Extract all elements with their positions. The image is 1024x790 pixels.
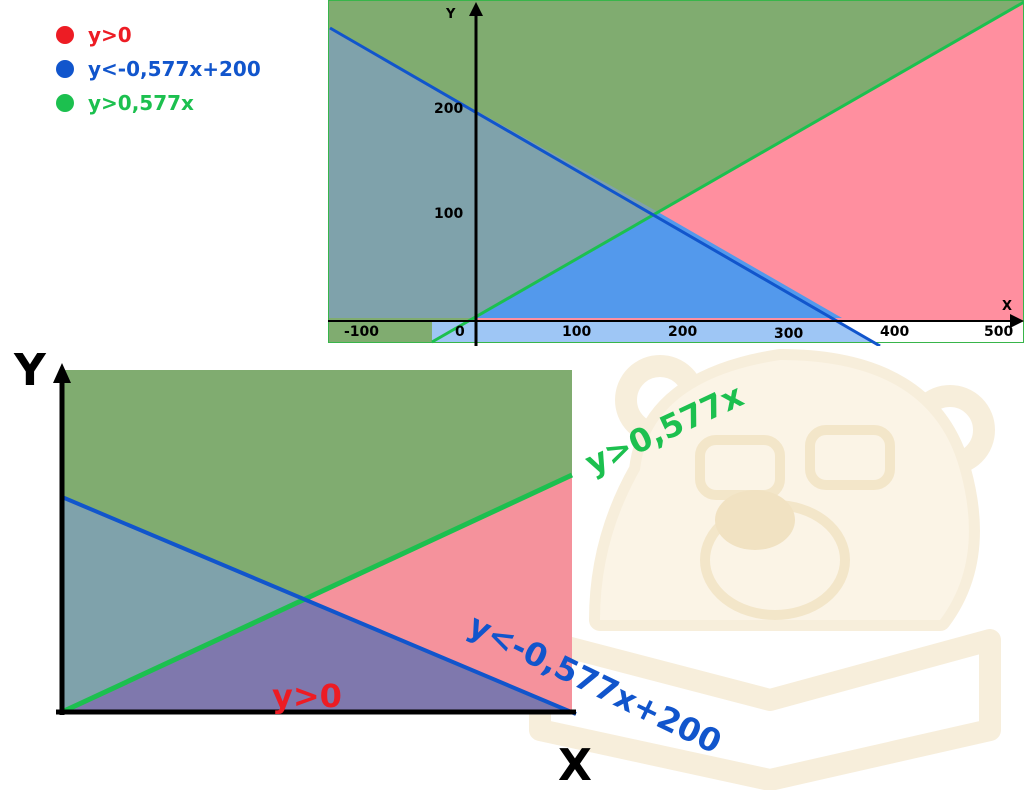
blue-region: [476, 212, 842, 318]
legend-label-green: y>0,577x: [88, 91, 194, 115]
blue-line: [61, 495, 577, 716]
strip-green: [328, 322, 432, 342]
label-red: y>0: [272, 677, 342, 715]
x-tick-100: 100: [562, 324, 591, 340]
x-tick-0: 0: [455, 324, 465, 340]
x-tick--100: -100: [344, 324, 379, 340]
top-x-axis-label: X: [1002, 299, 1012, 314]
legend-item-blue: y<-0,577x+200: [56, 52, 261, 86]
purple-region: [62, 600, 572, 712]
bottom-x-axis-label: X: [558, 740, 592, 790]
red-dot-icon: [56, 26, 74, 44]
x-tick-200: 200: [668, 324, 697, 340]
x-axis-arrow-icon: [1010, 314, 1024, 328]
x-tick-300: 300: [774, 326, 803, 342]
y-axis-arrow-icon: [469, 2, 483, 16]
bottom-chart: Y X y>0 y>0,577x y<-0,577x+200: [13, 345, 749, 790]
x-tick-400: 400: [880, 324, 909, 340]
y-tick-100: 100: [434, 206, 463, 222]
legend-label-red: y>0: [88, 23, 132, 47]
strip-blue: [432, 322, 876, 342]
green-line: [431, 0, 1024, 344]
legend-label-blue: y<-0,577x+200: [88, 57, 261, 81]
legend-item-red: y>0: [56, 18, 261, 52]
green-line: [60, 472, 574, 715]
top-chart: Y X 200 100 -100 0 100 200 300 400 500: [328, 0, 1024, 346]
green-dot-icon: [56, 94, 74, 112]
teal-region: [328, 28, 658, 318]
blue-dot-icon: [56, 60, 74, 78]
y-axis-arrow-icon: [53, 363, 71, 383]
legend-item-green: y>0,577x: [56, 86, 261, 120]
teal-region: [62, 497, 302, 712]
label-green: y>0,577x: [579, 376, 749, 482]
bottom-y-axis-label: Y: [13, 345, 47, 396]
blue-line: [329, 26, 881, 346]
y-tick-200: 200: [434, 101, 463, 117]
legend: y>0 y<-0,577x+200 y>0,577x: [56, 18, 261, 120]
x-tick-500: 500: [984, 324, 1013, 340]
top-y-axis-label: Y: [445, 7, 456, 22]
